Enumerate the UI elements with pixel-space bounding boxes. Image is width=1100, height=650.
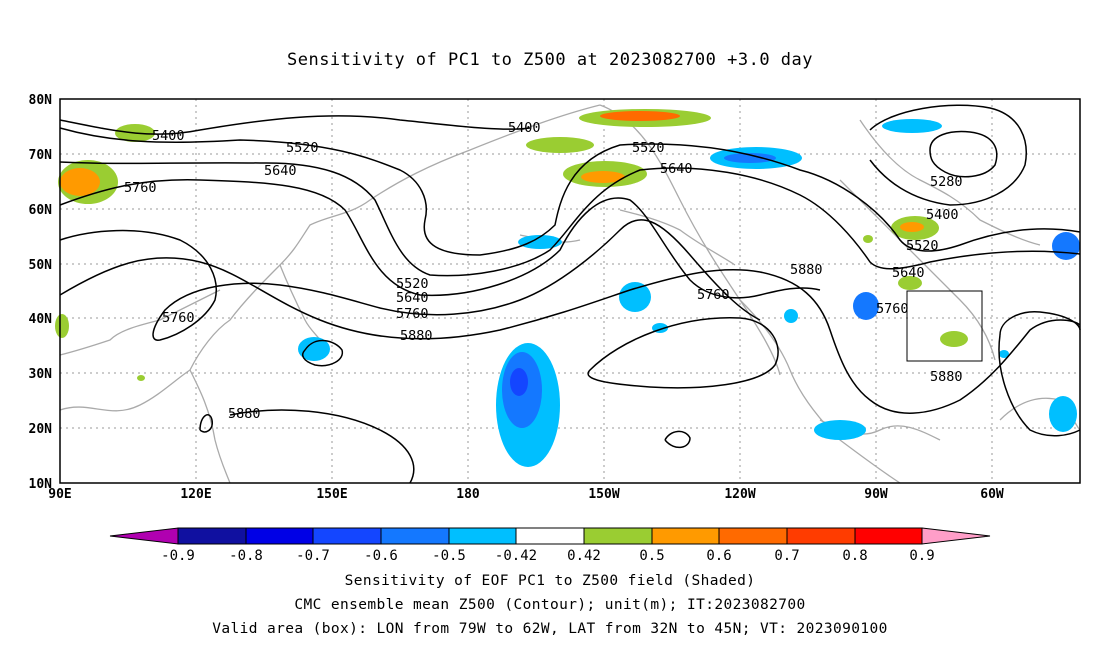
colorbar-label: -0.6 bbox=[364, 548, 398, 564]
contour-label: 5400 bbox=[152, 128, 185, 144]
contour-label: 5520 bbox=[286, 140, 319, 156]
contour-label: 5760 bbox=[697, 287, 730, 303]
contour-label: 5640 bbox=[892, 265, 925, 281]
footer-line-contour: CMC ensemble mean Z500 (Contour); unit(m… bbox=[294, 597, 806, 613]
colorbar-label: -0.9 bbox=[161, 548, 195, 564]
lon-label: 120W bbox=[724, 487, 755, 502]
lon-label: 90E bbox=[48, 487, 71, 502]
latitude-axis: 80N 70N 60N 50N 40N 30N 20N 10N bbox=[29, 93, 53, 492]
lat-label: 50N bbox=[29, 258, 53, 273]
z500-contours bbox=[59, 104, 1081, 484]
lon-label: 60W bbox=[980, 487, 1004, 502]
longitude-axis: 90E 120E 150E 180 150W 120W 90W 60W bbox=[48, 487, 1004, 502]
contour-label: 5520 bbox=[396, 276, 429, 292]
colorbar-label: -0.5 bbox=[432, 548, 466, 564]
colorbar-label: 0.9 bbox=[909, 548, 934, 564]
colorbar-bin bbox=[515, 527, 585, 545]
lon-label: 150E bbox=[316, 487, 347, 502]
lat-label: 20N bbox=[29, 422, 53, 437]
sensitivity-shading bbox=[55, 109, 1080, 467]
colorbar-label: 0.8 bbox=[842, 548, 867, 564]
lat-label: 10N bbox=[29, 477, 53, 492]
lat-label: 80N bbox=[29, 93, 53, 108]
contour-label: 5760 bbox=[162, 310, 195, 326]
colorbar-bin bbox=[448, 527, 517, 545]
contour-label: 5640 bbox=[660, 161, 693, 177]
colorbar-bin bbox=[177, 527, 247, 545]
colorbar-bin bbox=[583, 527, 653, 545]
lat-label: 40N bbox=[29, 312, 53, 327]
colorbar bbox=[109, 527, 991, 545]
colorbar-label: -0.42 bbox=[495, 548, 537, 564]
coastlines bbox=[59, 104, 1081, 484]
colorbar-high-arrow bbox=[921, 527, 991, 545]
contour-label: 5400 bbox=[926, 207, 959, 223]
contour-label: 5760 bbox=[876, 301, 909, 317]
contour-label: 5760 bbox=[396, 306, 429, 322]
valid-area-box bbox=[906, 290, 983, 362]
contour-label: 5520 bbox=[906, 238, 939, 254]
colorbar-low-arrow bbox=[109, 527, 179, 545]
contour-label: 5280 bbox=[930, 174, 963, 190]
contour-label: 5760 bbox=[124, 180, 157, 196]
colorbar-label: -0.7 bbox=[296, 548, 330, 564]
footer-line-shading: Sensitivity of EOF PC1 to Z500 field (Sh… bbox=[344, 573, 756, 589]
contour-labels: 5400 5520 5640 5760 5400 5520 5640 5760 … bbox=[124, 120, 963, 422]
colorbar-label: 0.5 bbox=[639, 548, 664, 564]
contour-label: 5880 bbox=[930, 369, 963, 385]
colorbar-bin bbox=[718, 527, 788, 545]
colorbar-label: 0.6 bbox=[706, 548, 731, 564]
contour-label: 5880 bbox=[228, 406, 261, 422]
contour-label: 5640 bbox=[264, 163, 297, 179]
colorbar-bin bbox=[786, 527, 856, 545]
contour-label: 5880 bbox=[790, 262, 823, 278]
colorbar-label: 0.7 bbox=[774, 548, 799, 564]
map-gridlines bbox=[60, 99, 1080, 483]
map-title: Sensitivity of PC1 to Z500 at 2023082700… bbox=[286, 50, 813, 70]
lon-label: 120E bbox=[180, 487, 211, 502]
map-frame bbox=[59, 98, 1081, 484]
colorbar-label: 0.42 bbox=[567, 548, 601, 564]
lat-label: 60N bbox=[29, 203, 53, 218]
footer-line-valid-area: Valid area (box): LON from 79W to 62W, L… bbox=[212, 621, 888, 637]
contour-label: 5520 bbox=[632, 140, 665, 156]
colorbar-bin bbox=[854, 527, 923, 545]
lat-label: 30N bbox=[29, 367, 53, 382]
lon-label: 180 bbox=[456, 487, 480, 502]
contour-label: 5880 bbox=[400, 328, 433, 344]
colorbar-label: -0.8 bbox=[229, 548, 263, 564]
contour-label: 5640 bbox=[396, 290, 429, 306]
colorbar-bin bbox=[380, 527, 450, 545]
lon-label: 90W bbox=[864, 487, 888, 502]
colorbar-labels: -0.9 -0.8 -0.7 -0.6 -0.5 -0.42 0.42 0.5 … bbox=[161, 548, 935, 564]
contour-label: 5400 bbox=[508, 120, 541, 136]
colorbar-bin bbox=[245, 527, 314, 545]
colorbar-bin bbox=[312, 527, 382, 545]
lon-label: 150W bbox=[588, 487, 619, 502]
colorbar-bin bbox=[651, 527, 720, 545]
lat-label: 70N bbox=[29, 148, 53, 163]
